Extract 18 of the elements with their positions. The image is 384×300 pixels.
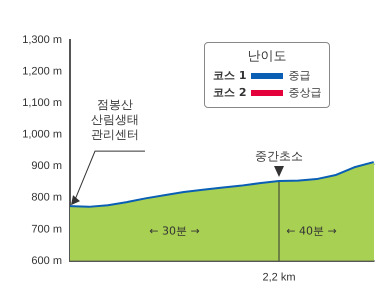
annotation: 중상급: [288, 85, 322, 100]
x-tick-label: 2,2 km: [262, 271, 296, 284]
ref-line-label: 중간초소: [255, 149, 303, 164]
y-tick-label: 700 m: [31, 223, 62, 236]
y-tick-label: 900 m: [31, 160, 62, 172]
legend-title: 난이도: [246, 48, 288, 65]
y-tick-label: 800 m: [31, 192, 62, 204]
annotation: 점봉산 산림생태 관리센터: [91, 97, 139, 142]
annotation: ← 30분 →: [149, 224, 200, 238]
annotation: 중급: [288, 68, 310, 83]
y-tick-label: 1,100 m: [22, 97, 62, 110]
y-tick-label: 1,000 m: [22, 128, 62, 141]
y-tick-label: 600 m: [31, 254, 62, 267]
y-tick-label: 1,200 m: [22, 66, 62, 78]
y-tick-label: 1,300 m: [22, 34, 62, 46]
legend-label: 코스 2: [213, 85, 246, 100]
legend-label: 코스 1: [213, 68, 246, 83]
annotation: ← 40분 →: [286, 224, 337, 238]
